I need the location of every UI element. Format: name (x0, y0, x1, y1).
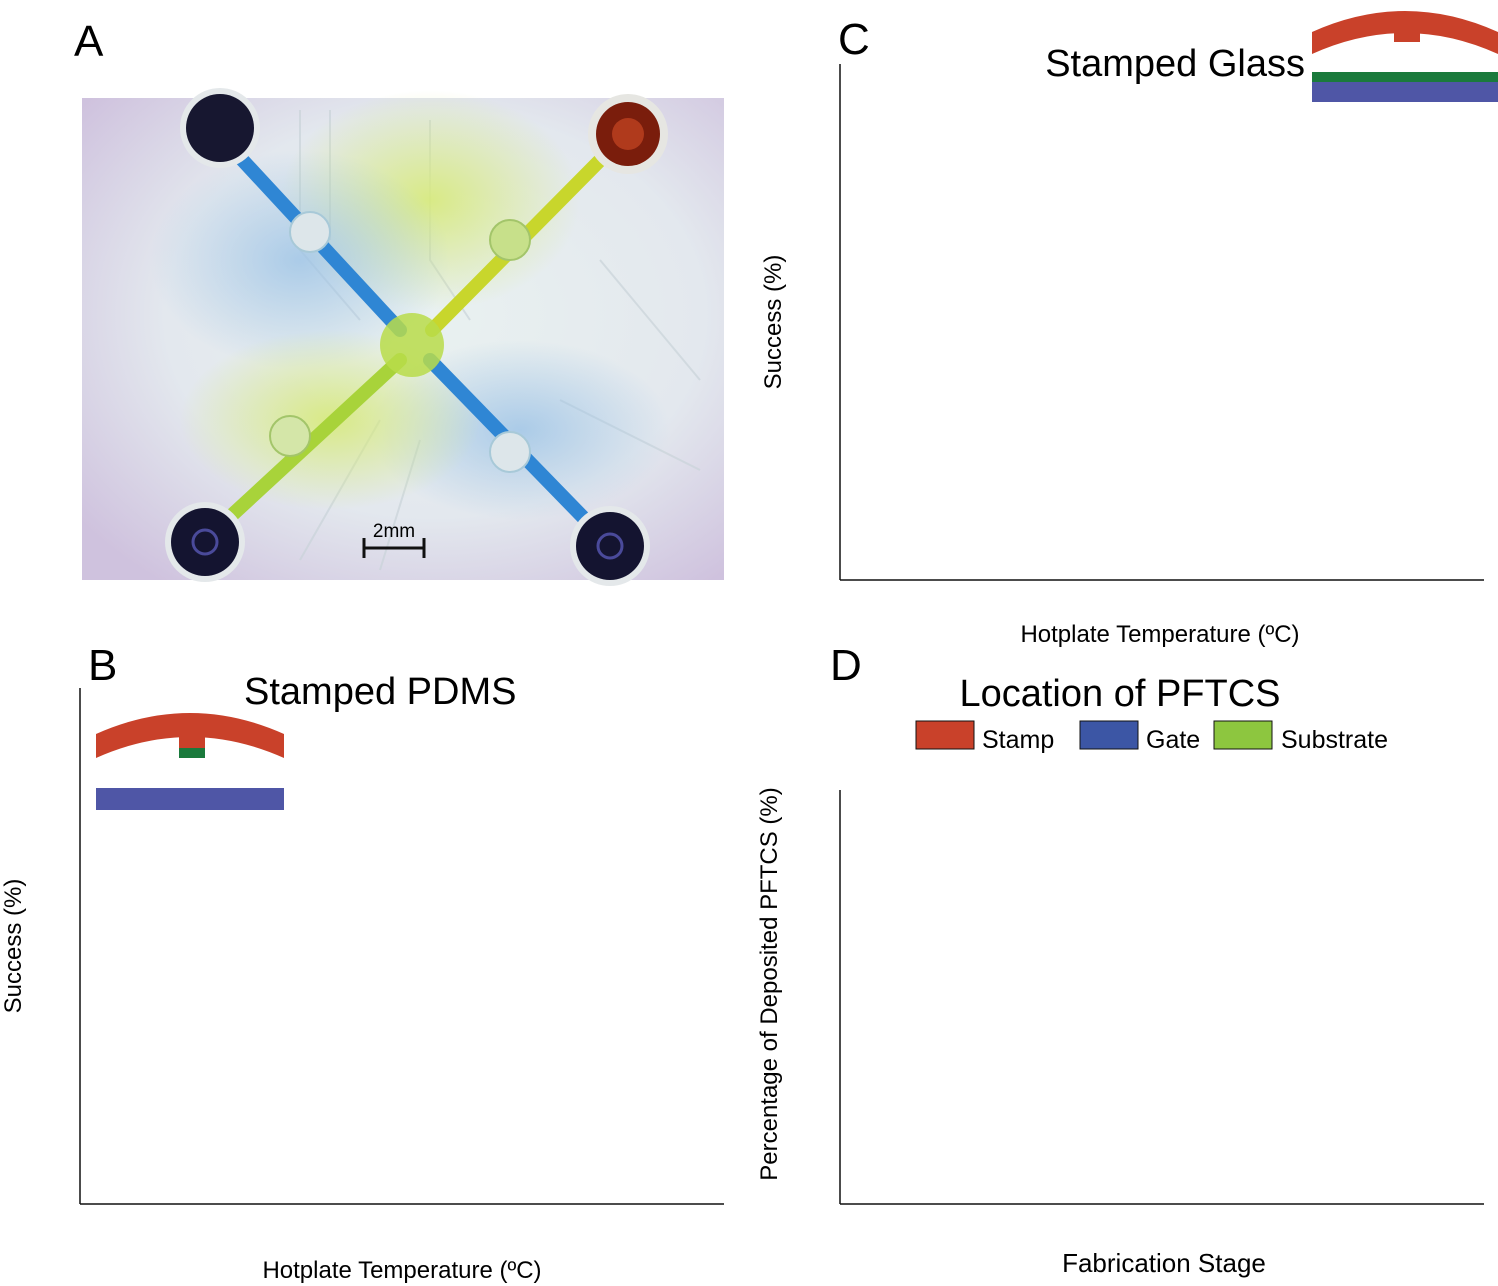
panel-d: D Location of PFTCS Stamp Gate Substrate… (756, 641, 1484, 1278)
chart-c-title: Stamped Glass (1045, 43, 1305, 85)
microfluidic-photo (82, 88, 724, 586)
chart-d-xlabel: Fabrication Stage (1062, 1248, 1266, 1278)
panel-b: B Stamped PDMS Hotplate Temperature (ºC)… (0, 641, 724, 1284)
legend-label-stamp: Stamp (982, 726, 1054, 754)
schematic-stamped-pdms (96, 713, 284, 810)
chart-b-xlabel: Hotplate Temperature (ºC) (262, 1257, 541, 1284)
chart-d-title: Location of PFTCS (959, 673, 1280, 715)
panel-a: A (74, 17, 724, 586)
panel-d-label: D (830, 641, 862, 690)
panel-c: C Stamped Glass Hotplate Temperature (ºC… (760, 11, 1498, 648)
schematic-stamped-glass (1312, 11, 1498, 102)
panel-b-label: B (88, 641, 117, 690)
chart-c-xlabel: Hotplate Temperature (ºC) (1020, 621, 1299, 648)
legend-label-substrate: Substrate (1281, 726, 1388, 754)
legend-swatch-gate (1079, 720, 1139, 750)
chart-d-legend: Stamp Gate Substrate (915, 720, 1388, 754)
scale-bar-label: 2mm (373, 521, 415, 542)
chart-c-ylabel: Success (%) (760, 255, 787, 390)
chart-b-ylabel: Success (%) (0, 879, 27, 1014)
legend-swatch-stamp (915, 720, 975, 750)
panel-a-label: A (74, 17, 104, 66)
chart-d-ylabel: Percentage of Deposited PFTCS (%) (756, 787, 783, 1181)
chart-b-title: Stamped PDMS (244, 671, 516, 713)
panel-c-label: C (838, 15, 870, 64)
legend-label-gate: Gate (1146, 726, 1200, 754)
legend-swatch-substrate (1213, 720, 1273, 750)
scale-bar: 2mm (362, 521, 426, 558)
